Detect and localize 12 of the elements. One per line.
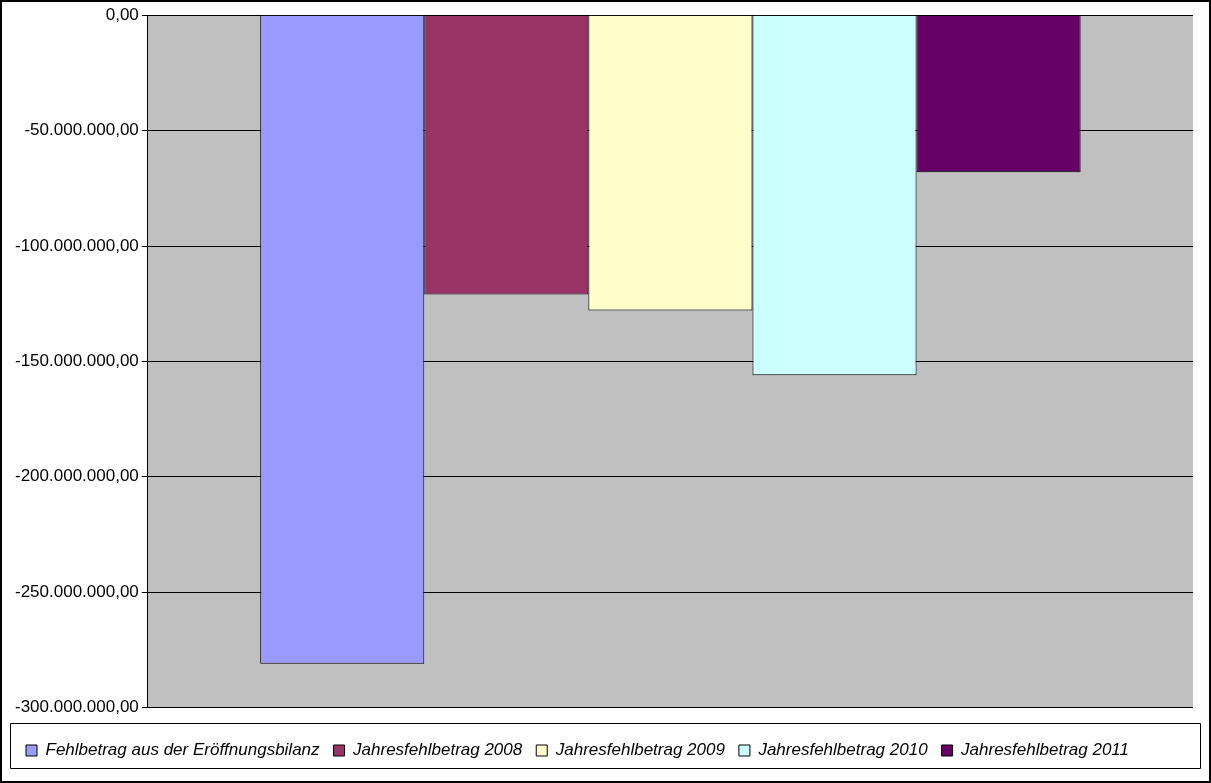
y-tick-label: -150.000.000,00	[14, 351, 139, 371]
legend-label: Jahresfehlbetrag 2011	[960, 740, 1130, 760]
y-tick-label: -50.000.000,00	[24, 120, 139, 140]
y-tick-label: 0,00	[105, 4, 139, 24]
legend-label: Fehlbetrag aus der Eröffnungsbilanz	[45, 740, 321, 760]
y-tick-label: -200.000.000,00	[14, 466, 139, 486]
y-tick-label: -250.000.000,00	[14, 581, 139, 601]
legend-label: Jahresfehlbetrag 2009	[554, 740, 726, 760]
legend-label: Jahresfehlbetrag 2010	[757, 740, 929, 760]
y-tick-label: -300.000.000,00	[14, 697, 139, 717]
legend-label: Jahresfehlbetrag 2008	[352, 740, 523, 760]
y-tick-label: -100.000.000,00	[14, 235, 139, 255]
